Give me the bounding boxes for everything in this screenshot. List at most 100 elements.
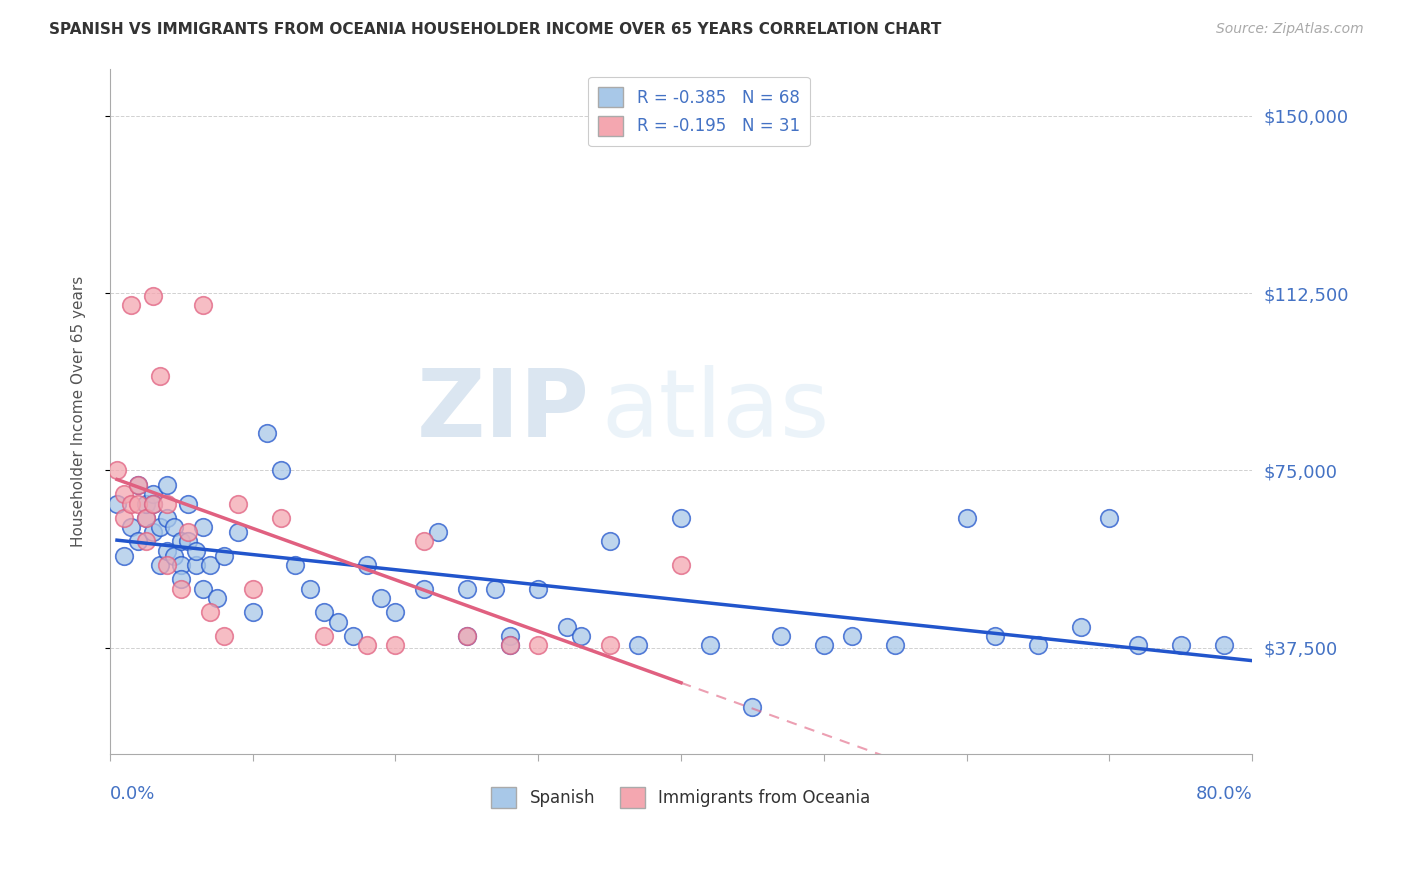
Point <box>256 425 278 440</box>
Point <box>1026 639 1049 653</box>
Point <box>163 520 186 534</box>
Point <box>163 549 186 563</box>
Point <box>1170 639 1192 653</box>
Text: Source: ZipAtlas.com: Source: ZipAtlas.com <box>1216 22 1364 37</box>
Point <box>284 558 307 572</box>
Point <box>120 520 142 534</box>
Point <box>699 639 721 653</box>
Point <box>1212 639 1234 653</box>
Point <box>527 582 550 596</box>
Text: atlas: atlas <box>600 366 830 458</box>
Point <box>142 524 165 539</box>
Point <box>356 558 378 572</box>
Point <box>599 639 621 653</box>
Point <box>242 582 264 596</box>
Point <box>156 510 179 524</box>
Point <box>955 510 977 524</box>
Point <box>156 558 179 572</box>
Point <box>135 510 157 524</box>
Point <box>456 629 478 643</box>
Text: 80.0%: 80.0% <box>1195 785 1253 803</box>
Point <box>127 497 149 511</box>
Point <box>135 497 157 511</box>
Point <box>484 582 506 596</box>
Point <box>149 368 172 383</box>
Point <box>984 629 1007 643</box>
Point <box>741 700 763 714</box>
Point <box>499 639 522 653</box>
Point <box>177 524 200 539</box>
Point <box>813 639 835 653</box>
Point <box>191 520 214 534</box>
Point <box>184 544 207 558</box>
Point <box>555 619 578 633</box>
Point <box>177 534 200 549</box>
Point <box>499 639 522 653</box>
Point <box>184 558 207 572</box>
Point <box>191 582 214 596</box>
Point <box>669 510 692 524</box>
Point <box>1070 619 1092 633</box>
Point <box>120 298 142 312</box>
Point <box>149 558 172 572</box>
Point <box>384 639 406 653</box>
Point <box>356 639 378 653</box>
Point <box>112 549 135 563</box>
Point <box>112 487 135 501</box>
Point <box>599 534 621 549</box>
Point <box>142 497 165 511</box>
Point <box>127 534 149 549</box>
Point <box>212 629 235 643</box>
Point <box>105 463 128 477</box>
Point <box>298 582 321 596</box>
Point <box>170 534 193 549</box>
Point <box>198 558 221 572</box>
Point <box>270 510 292 524</box>
Point <box>270 463 292 477</box>
Point <box>427 524 450 539</box>
Point <box>527 639 550 653</box>
Point <box>170 572 193 586</box>
Point <box>627 639 650 653</box>
Point <box>170 558 193 572</box>
Point <box>142 487 165 501</box>
Point <box>384 605 406 619</box>
Point <box>135 510 157 524</box>
Point <box>342 629 364 643</box>
Point <box>149 520 172 534</box>
Point <box>212 549 235 563</box>
Point <box>135 534 157 549</box>
Point <box>127 477 149 491</box>
Point <box>112 510 135 524</box>
Point <box>884 639 907 653</box>
Point <box>198 605 221 619</box>
Point <box>142 288 165 302</box>
Text: SPANISH VS IMMIGRANTS FROM OCEANIA HOUSEHOLDER INCOME OVER 65 YEARS CORRELATION : SPANISH VS IMMIGRANTS FROM OCEANIA HOUSE… <box>49 22 942 37</box>
Point <box>156 477 179 491</box>
Point <box>105 497 128 511</box>
Point <box>841 629 863 643</box>
Point <box>499 629 522 643</box>
Point <box>456 582 478 596</box>
Point <box>177 497 200 511</box>
Point <box>328 615 350 629</box>
Point <box>120 497 142 511</box>
Text: ZIP: ZIP <box>416 366 589 458</box>
Point <box>191 298 214 312</box>
Point <box>170 582 193 596</box>
Point <box>413 582 436 596</box>
Point <box>1126 639 1149 653</box>
Point <box>1098 510 1121 524</box>
Point <box>242 605 264 619</box>
Point <box>156 544 179 558</box>
Legend: Spanish, Immigrants from Oceania: Spanish, Immigrants from Oceania <box>485 780 877 814</box>
Point <box>370 591 392 606</box>
Point <box>142 497 165 511</box>
Point <box>769 629 792 643</box>
Point <box>205 591 228 606</box>
Y-axis label: Householder Income Over 65 years: Householder Income Over 65 years <box>72 276 86 547</box>
Point <box>312 605 335 619</box>
Point <box>669 558 692 572</box>
Point <box>312 629 335 643</box>
Point <box>228 524 250 539</box>
